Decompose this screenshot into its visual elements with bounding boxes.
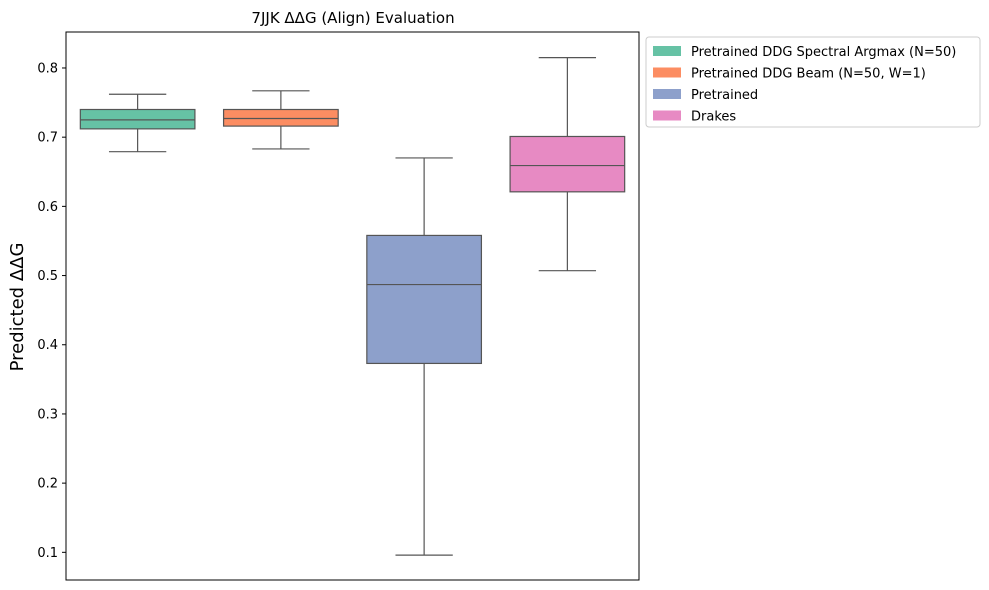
legend-label: Pretrained DDG Beam (N=50, W=1) [691, 67, 926, 82]
box-2 [222, 90, 339, 150]
chart-title: 7JJK ΔΔG (Align) Evaluation [251, 9, 454, 27]
legend-label: Drakes [691, 110, 736, 125]
iqr-box [509, 135, 626, 193]
legend-swatch [653, 67, 681, 78]
y-tick-label: 0.5 [37, 269, 58, 284]
plot-frame [65, 31, 640, 581]
y-tick-label: 0.7 [37, 131, 58, 146]
box-4 [509, 57, 626, 272]
legend: Pretrained DDG Spectral Argmax (N=50) Pre… [645, 36, 981, 128]
y-tick-label: 0.6 [37, 200, 58, 215]
iqr-box [222, 108, 339, 127]
legend-label: Pretrained DDG Spectral Argmax (N=50) [691, 45, 956, 60]
legend-swatch [653, 46, 681, 56]
box-1 [79, 93, 196, 153]
y-tick-label: 0.2 [37, 477, 58, 492]
y-tick-label: 0.8 [37, 61, 58, 76]
iqr-box [79, 108, 196, 130]
y-tick-label: 0.3 [37, 407, 58, 422]
boxes [79, 57, 626, 556]
legend-swatch [653, 110, 681, 121]
iqr-box [366, 234, 483, 365]
y-axis-label: Predicted ΔΔG [7, 243, 28, 372]
y-tick-label: 0.1 [37, 546, 58, 561]
box-3 [366, 157, 483, 556]
y-tick-label: 0.4 [37, 338, 58, 353]
legend-label: Pretrained [691, 88, 758, 103]
legend-swatch [653, 89, 681, 99]
y-axis: 0.1 0.2 0.3 0.4 0.5 0.6 0.7 0.8 [37, 61, 66, 561]
legend-frame [645, 36, 981, 128]
